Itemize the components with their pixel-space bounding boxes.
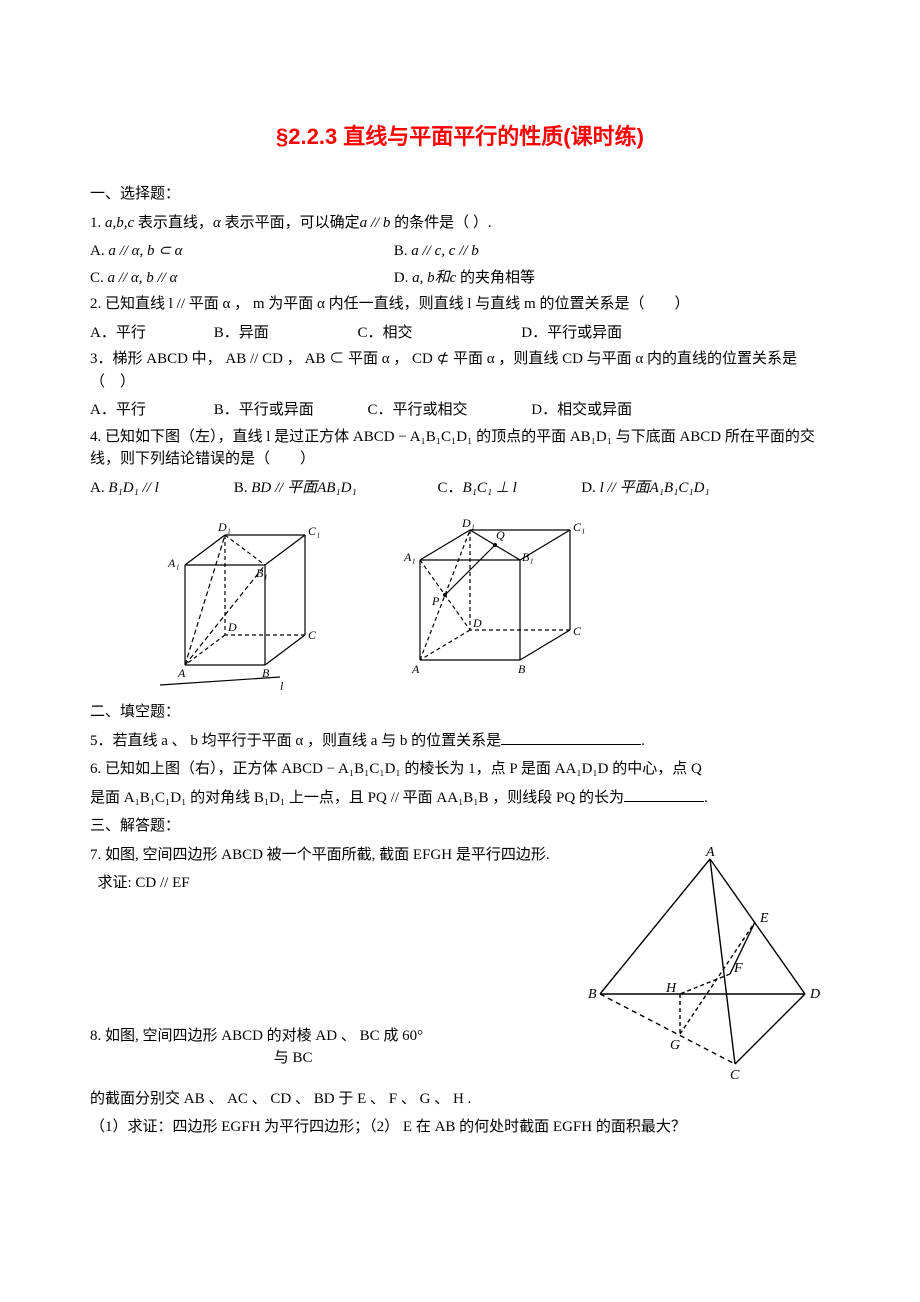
- question-6-l1: 6. 已知如上图（右），正方体 ABCD − A₁B₁C₁D₁ 的棱长为 1，点…: [90, 758, 830, 781]
- lbl-D1: D₁: [217, 520, 231, 534]
- lbl-C: C: [308, 628, 317, 642]
- question-7-block: A B C D E F G H 7. 如图, 空间四边形 ABCD 被一个平面所…: [90, 844, 830, 895]
- page: §2.2.3 直线与平面平行的性质(课时练) 一、选择题： 1. a,b,c 表…: [0, 0, 920, 1302]
- q5-post: .: [641, 733, 645, 749]
- t-C: C: [730, 1068, 740, 1083]
- lbl-C1: C₁: [308, 524, 320, 538]
- q4-A: B₁D₁ // l: [108, 480, 158, 496]
- rlbl-P: P: [431, 594, 440, 608]
- t-H: H: [665, 981, 677, 996]
- q4-optD: D. l // 平面A₁B₁C₁D₁: [581, 477, 709, 500]
- q1-D-post: 的夹角相等: [456, 270, 535, 286]
- q1-mid1: 表示直线，: [134, 215, 213, 231]
- q4-optC: C．B₁C₁ ⊥ l: [438, 477, 578, 500]
- q4-D: l // 平面A₁B₁C₁D₁: [600, 480, 710, 496]
- q1-row-cd: C. a // α, b // α D. a, b和c 的夹角相等: [90, 267, 830, 290]
- section-1-heading: 一、选择题：: [90, 183, 830, 206]
- q1-A-label: A.: [90, 243, 108, 259]
- q1-vars: a,b,c: [105, 215, 134, 231]
- q1-B-label: B.: [394, 243, 412, 259]
- t-F: F: [733, 961, 743, 976]
- question-4: 4. 已知如下图（左），直线 l 是过正方体 ABCD − A₁B₁C₁D₁ 的…: [90, 426, 830, 471]
- q5-blank: [501, 730, 641, 745]
- q1-optD: D. a, b和c 的夹角相等: [394, 267, 535, 290]
- q2-B: B．异面: [214, 322, 354, 345]
- section-3-heading: 三、解答题：: [90, 815, 830, 838]
- rlbl-Q: Q: [496, 528, 505, 542]
- q2-C: C．相交: [358, 322, 518, 345]
- q3-A: A．平行: [90, 399, 210, 422]
- q1-mid2: 表示平面，可以确定: [221, 215, 360, 231]
- q4-optA: A. B₁D₁ // l: [90, 477, 230, 500]
- lbl-B1: B₁: [256, 566, 268, 580]
- q1-mid3: 的条件是（ ）.: [390, 215, 491, 231]
- q1-A: a // α, b ⊂ α: [108, 243, 182, 259]
- t-B: B: [588, 987, 597, 1002]
- q4-A-label: A.: [90, 480, 108, 496]
- document-title: §2.2.3 直线与平面平行的性质(课时练): [90, 120, 830, 153]
- t-A: A: [705, 845, 715, 860]
- q1-D-pre: a, b和c: [412, 270, 456, 286]
- question-1: 1. a,b,c 表示直线，α 表示平面，可以确定a // b 的条件是（ ）.: [90, 212, 830, 235]
- q8-l1-post: 与 BC: [274, 1050, 313, 1066]
- q1-D-label: D.: [394, 270, 412, 286]
- rlbl-C1: C₁: [573, 520, 585, 534]
- question-3: 3．梯形 ABCD 中， AB // CD ， AB ⊂ 平面 α ， CD ⊄…: [90, 348, 830, 393]
- t-G: G: [670, 1038, 680, 1053]
- rlbl-B: B: [518, 662, 526, 676]
- q6-l2-pre: 是面 A₁B₁C₁D₁ 的对角线 B₁D₁ 上一点，且 PQ // 平面 AA₁…: [90, 790, 624, 806]
- q3-C: C．平行或相交: [368, 399, 528, 422]
- question-2: 2. 已知直线 l // 平面 α ， m 为平面 α 内任一直线，则直线 l …: [90, 293, 830, 316]
- q1-C: a // α, b // α: [108, 270, 178, 286]
- q6-blank: [624, 787, 704, 802]
- q4-C-label: C．: [438, 480, 463, 496]
- t-D: D: [809, 987, 820, 1002]
- question-8-l3: （1）求证：四边形 EGFH 为平行四边形；（2） E 在 AB 的何处时截面 …: [90, 1116, 830, 1139]
- q1-stem-pre: 1.: [90, 215, 105, 231]
- q5-pre: 5．若直线 a 、 b 均平行于平面 α ，则直线 a 与 b 的位置关系是: [90, 733, 501, 749]
- lbl-B: B: [262, 666, 270, 680]
- q1-B: a // c, c // b: [411, 243, 479, 259]
- rlbl-D1: D₁: [461, 516, 475, 530]
- q1-row-ab: A. a // α, b ⊂ α B. a // c, c // b: [90, 240, 830, 263]
- q3-opts: A．平行 B．平行或异面 C．平行或相交 D．相交或异面: [90, 399, 830, 422]
- q3-B: B．平行或异面: [214, 399, 364, 422]
- figure-cube-right: A B C D A₁ B₁ C₁ D₁ P Q: [380, 505, 600, 680]
- question-8-l2: 的截面分别交 AB 、 AC 、 CD 、 BD 于 E 、 F 、 G 、 H…: [90, 1088, 830, 1111]
- q4-opts: A. B₁D₁ // l B. BD // 平面AB₁D₁ C．B₁C₁ ⊥ l…: [90, 477, 830, 500]
- rlbl-D: D: [472, 616, 482, 630]
- lbl-A1: A₁: [167, 556, 180, 570]
- lbl-A: A: [177, 666, 186, 680]
- rlbl-C: C: [573, 624, 582, 638]
- rlbl-A: A: [411, 662, 420, 676]
- t-E: E: [759, 911, 769, 926]
- q3-D: D．相交或异面: [531, 399, 632, 422]
- q1-optB: B. a // c, c // b: [394, 240, 479, 263]
- q1-optC: C. a // α, b // α: [90, 267, 390, 290]
- q4-B-label: B.: [234, 480, 252, 496]
- lbl-D: D: [227, 620, 237, 634]
- lbl-l: l: [280, 679, 284, 693]
- rlbl-A1: A₁: [403, 550, 416, 564]
- figure-tetrahedron: A B C D E F G H: [570, 844, 830, 1084]
- q1-C-label: C.: [90, 270, 108, 286]
- figure-cube-left: A B C D A₁ B₁ C₁ D₁ l: [130, 505, 340, 695]
- q2-opts: A．平行 B．异面 C．相交 D．平行或异面: [90, 322, 830, 345]
- q4-C: B₁C₁ ⊥ l: [463, 480, 517, 496]
- q2-A: A．平行: [90, 322, 210, 345]
- q6-l2-post: .: [704, 790, 708, 806]
- q4-B: BD // 平面AB₁D₁: [251, 480, 356, 496]
- q4-D-label: D.: [581, 480, 599, 496]
- rlbl-B1: B₁: [522, 550, 534, 564]
- section-2-heading: 二、填空题：: [90, 701, 830, 724]
- q2-D: D．平行或异面: [521, 322, 622, 345]
- question-5: 5．若直线 a 、 b 均平行于平面 α ，则直线 a 与 b 的位置关系是.: [90, 730, 830, 753]
- figures-row: A B C D A₁ B₁ C₁ D₁ l: [130, 505, 830, 695]
- q1-ab: a // b: [360, 215, 391, 231]
- q4-optB: B. BD // 平面AB₁D₁: [234, 477, 434, 500]
- question-6-l2: 是面 A₁B₁C₁D₁ 的对角线 B₁D₁ 上一点，且 PQ // 平面 AA₁…: [90, 787, 830, 810]
- q1-alpha: α: [213, 215, 221, 231]
- q8-l1-pre: 8. 如图, 空间四边形 ABCD 的对棱 AD 、 BC 成 60°: [90, 1028, 423, 1044]
- q1-optA: A. a // α, b ⊂ α: [90, 240, 390, 263]
